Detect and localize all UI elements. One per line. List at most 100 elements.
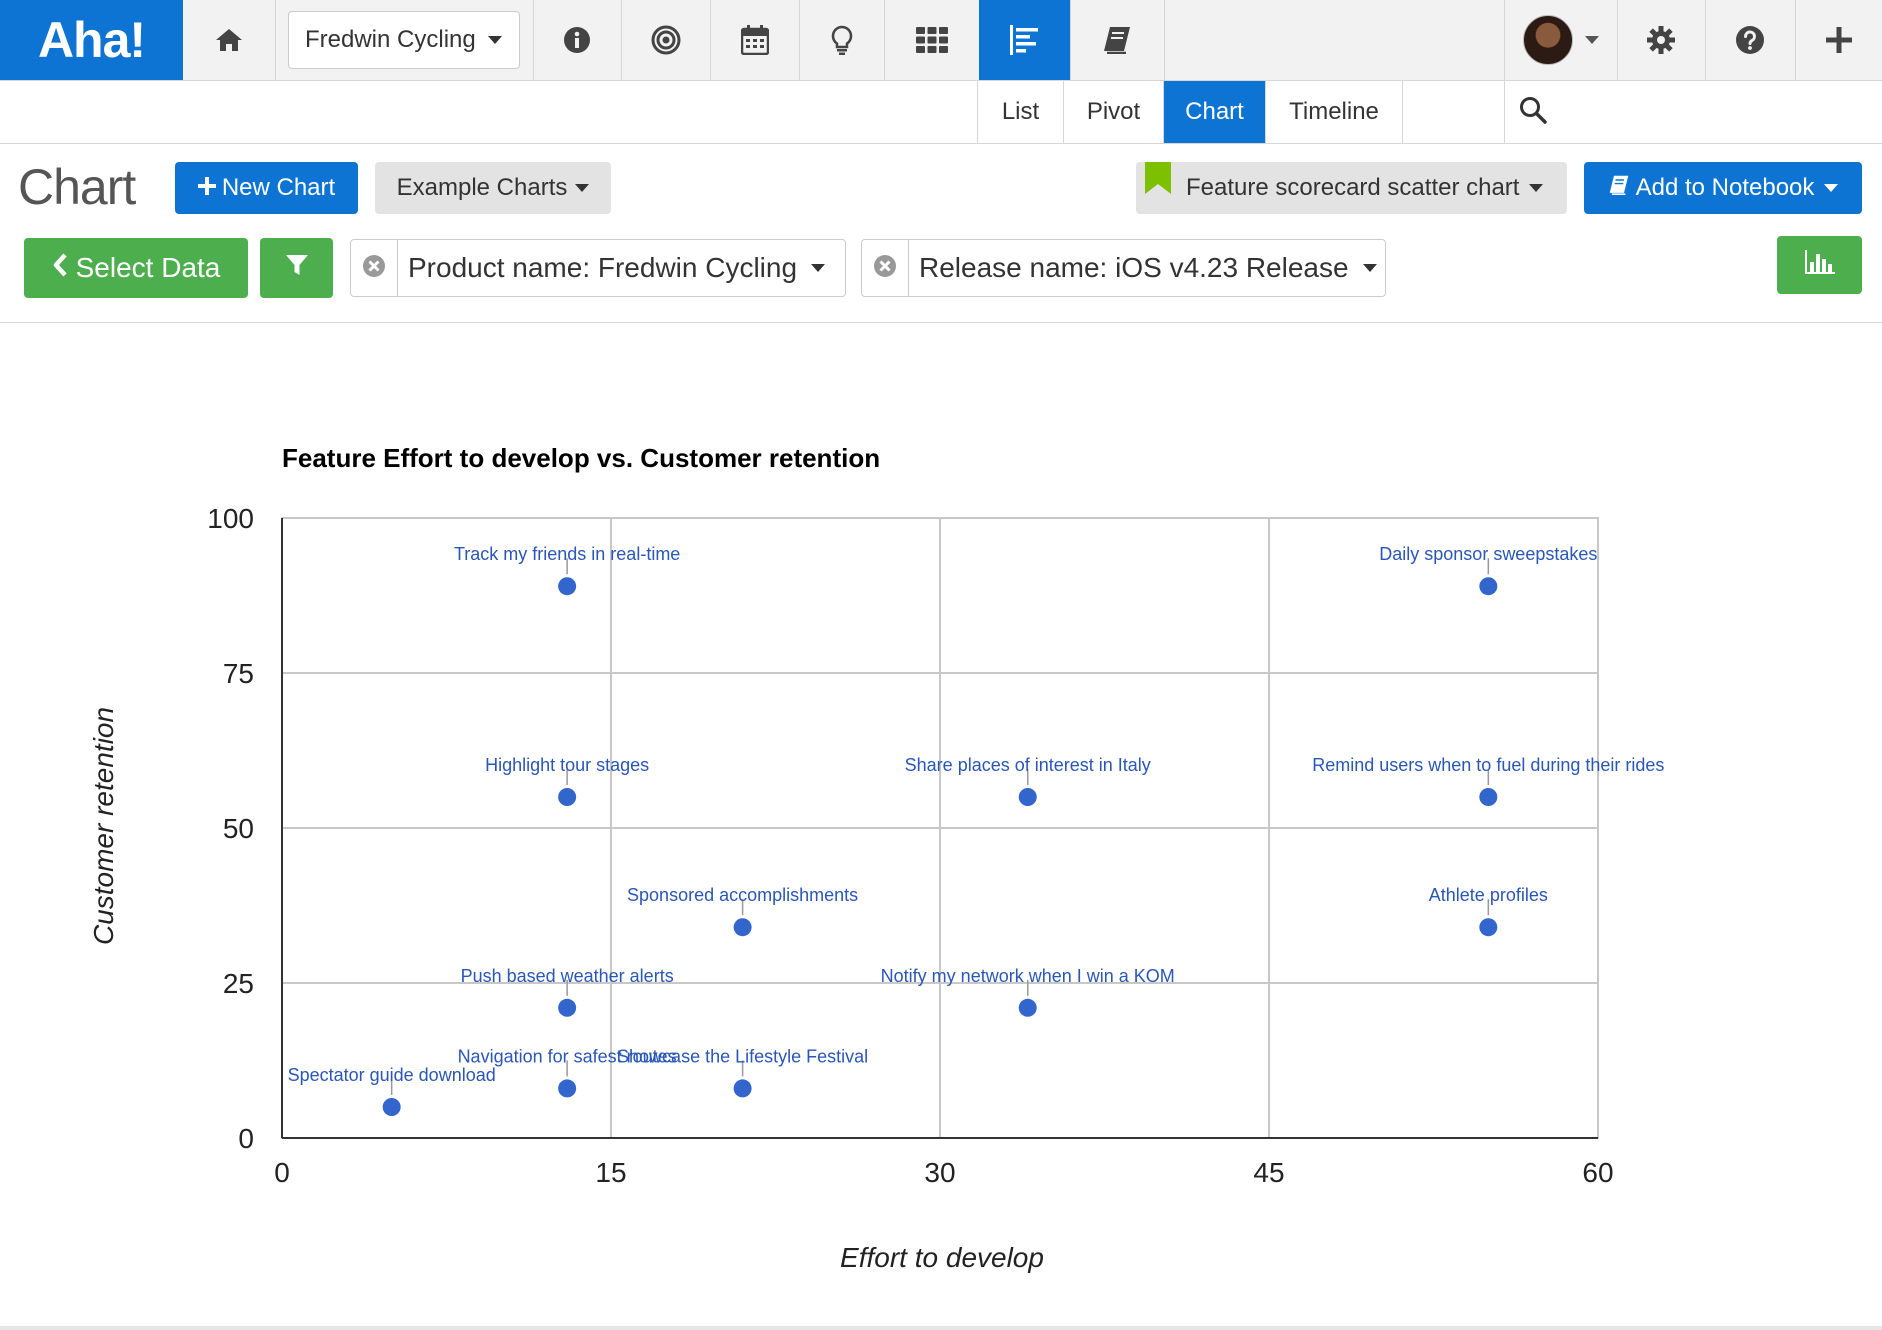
add-nav-button[interactable] <box>1795 0 1882 80</box>
top-navigation: Aha! Fredwin Cycling <box>0 0 1882 81</box>
home-nav-button[interactable] <box>183 0 276 80</box>
plus-icon <box>1825 27 1852 53</box>
roadmap-icon <box>1009 25 1040 55</box>
bookmark-icon <box>1145 162 1171 201</box>
data-point <box>558 577 577 596</box>
search-button[interactable] <box>1504 81 1882 143</box>
data-point-label: Navigation for safest routes <box>458 1046 677 1066</box>
toolbar-divider <box>0 322 1882 323</box>
data-point <box>1479 788 1498 806</box>
x-tick-label: 15 <box>595 1157 626 1188</box>
notebook-icon <box>1102 26 1132 54</box>
calendar-icon <box>740 25 769 55</box>
aha-logo[interactable]: Aha! <box>0 0 183 80</box>
releases-nav-button[interactable] <box>710 0 800 80</box>
close-circle-icon <box>362 254 386 283</box>
y-axis-label: Customer retention <box>88 707 119 945</box>
saved-view-dropdown[interactable]: Feature scorecard scatter chart <box>1136 162 1567 214</box>
notebooks-nav-button[interactable] <box>1070 0 1165 80</box>
data-point <box>1018 998 1037 1017</box>
roadmaps-nav-button[interactable] <box>979 0 1071 80</box>
info-icon <box>563 26 591 54</box>
chevron-down-icon <box>575 184 590 192</box>
search-icon <box>1519 96 1547 129</box>
help-icon <box>1735 25 1765 55</box>
product-name: Fredwin Cycling <box>305 26 476 53</box>
product-filter[interactable]: Product name: Fredwin Cycling <box>350 239 846 297</box>
tab-chart[interactable]: Chart <box>1163 81 1265 143</box>
lightbulb-icon <box>831 25 853 55</box>
remove-filter-button[interactable] <box>862 240 909 296</box>
data-point-label: Track my friends in real-time <box>454 544 680 564</box>
data-point <box>382 1098 401 1116</box>
new-chart-button[interactable]: New Chart <box>175 162 358 214</box>
user-menu[interactable] <box>1504 0 1618 80</box>
release-filter[interactable]: Release name: iOS v4.23 Release <box>861 239 1386 297</box>
close-circle-icon <box>873 254 897 283</box>
filter-icon <box>285 253 309 284</box>
example-charts-button[interactable]: Example Charts <box>375 162 611 214</box>
chevron-down-icon <box>1585 36 1599 44</box>
target-icon <box>651 25 681 55</box>
select-data-button[interactable]: Select Data <box>24 238 248 298</box>
data-point-label: Sponsored accomplishments <box>627 885 858 905</box>
data-point-label: Spectator guide download <box>288 1065 496 1085</box>
new-chart-label: New Chart <box>221 174 336 201</box>
bar-chart-icon <box>1804 249 1835 281</box>
data-point <box>558 998 577 1017</box>
chevron-left-icon <box>52 252 68 284</box>
view-tabs-bar: List Pivot Chart Timeline <box>0 81 1882 144</box>
data-point <box>1479 577 1498 596</box>
page-title: Chart <box>18 159 136 215</box>
home-icon <box>214 27 244 53</box>
y-tick-label: 0 <box>238 1123 254 1154</box>
chevron-down-icon <box>1362 264 1377 272</box>
y-tick-label: 50 <box>223 813 254 844</box>
x-tick-label: 30 <box>924 1157 955 1188</box>
chart-type-button[interactable] <box>1777 236 1862 294</box>
data-point <box>558 1079 577 1098</box>
page-bottom-border <box>0 1326 1882 1330</box>
x-axis-label: Effort to develop <box>840 1242 1044 1273</box>
x-tick-label: 0 <box>274 1157 290 1188</box>
scatter-chart: Feature Effort to develop vs. Customer r… <box>88 443 1664 1273</box>
y-tick-label: 75 <box>223 658 254 689</box>
chevron-down-icon <box>1824 184 1839 192</box>
grid-icon <box>915 27 948 53</box>
data-point-label: Showcase the Lifestyle Festival <box>617 1046 868 1066</box>
chevron-down-icon <box>811 264 826 272</box>
strategy-nav-button[interactable] <box>621 0 711 80</box>
data-point-label: Athlete profiles <box>1429 885 1548 905</box>
tab-timeline[interactable]: Timeline <box>1265 81 1402 143</box>
data-point-label: Remind users when to fuel during their r… <box>1312 755 1664 775</box>
tab-list[interactable]: List <box>977 81 1063 143</box>
notebook-icon <box>1608 174 1630 202</box>
details-nav-button[interactable] <box>533 0 622 80</box>
data-point <box>558 788 577 806</box>
product-switcher[interactable]: Fredwin Cycling <box>288 11 520 69</box>
remove-filter-button[interactable] <box>351 240 398 296</box>
data-point <box>1018 788 1037 806</box>
chevron-down-icon <box>487 36 502 44</box>
data-point <box>733 1079 752 1098</box>
data-point <box>733 918 752 937</box>
features-nav-button[interactable] <box>884 0 980 80</box>
y-tick-label: 25 <box>223 968 254 999</box>
tab-spacer <box>1402 81 1504 143</box>
x-tick-label: 45 <box>1253 1157 1284 1188</box>
settings-nav-button[interactable] <box>1616 0 1706 80</box>
avatar <box>1523 15 1573 65</box>
x-tick-label: 60 <box>1582 1157 1613 1188</box>
data-point-label: Push based weather alerts <box>461 966 674 986</box>
data-point-label: Share places of interest in Italy <box>905 755 1151 775</box>
add-to-notebook-button[interactable]: Add to Notebook <box>1584 162 1862 214</box>
chevron-down-icon <box>1529 184 1544 192</box>
filter-button[interactable] <box>260 238 333 298</box>
product-switcher-cell: Fredwin Cycling <box>275 0 534 80</box>
tab-pivot[interactable]: Pivot <box>1063 81 1163 143</box>
select-data-label: Select Data <box>75 252 221 283</box>
y-tick-label: 100 <box>207 503 254 534</box>
ideas-nav-button[interactable] <box>799 0 885 80</box>
help-nav-button[interactable] <box>1705 0 1796 80</box>
release-filter-label: Release name: iOS v4.23 Release <box>919 252 1349 283</box>
